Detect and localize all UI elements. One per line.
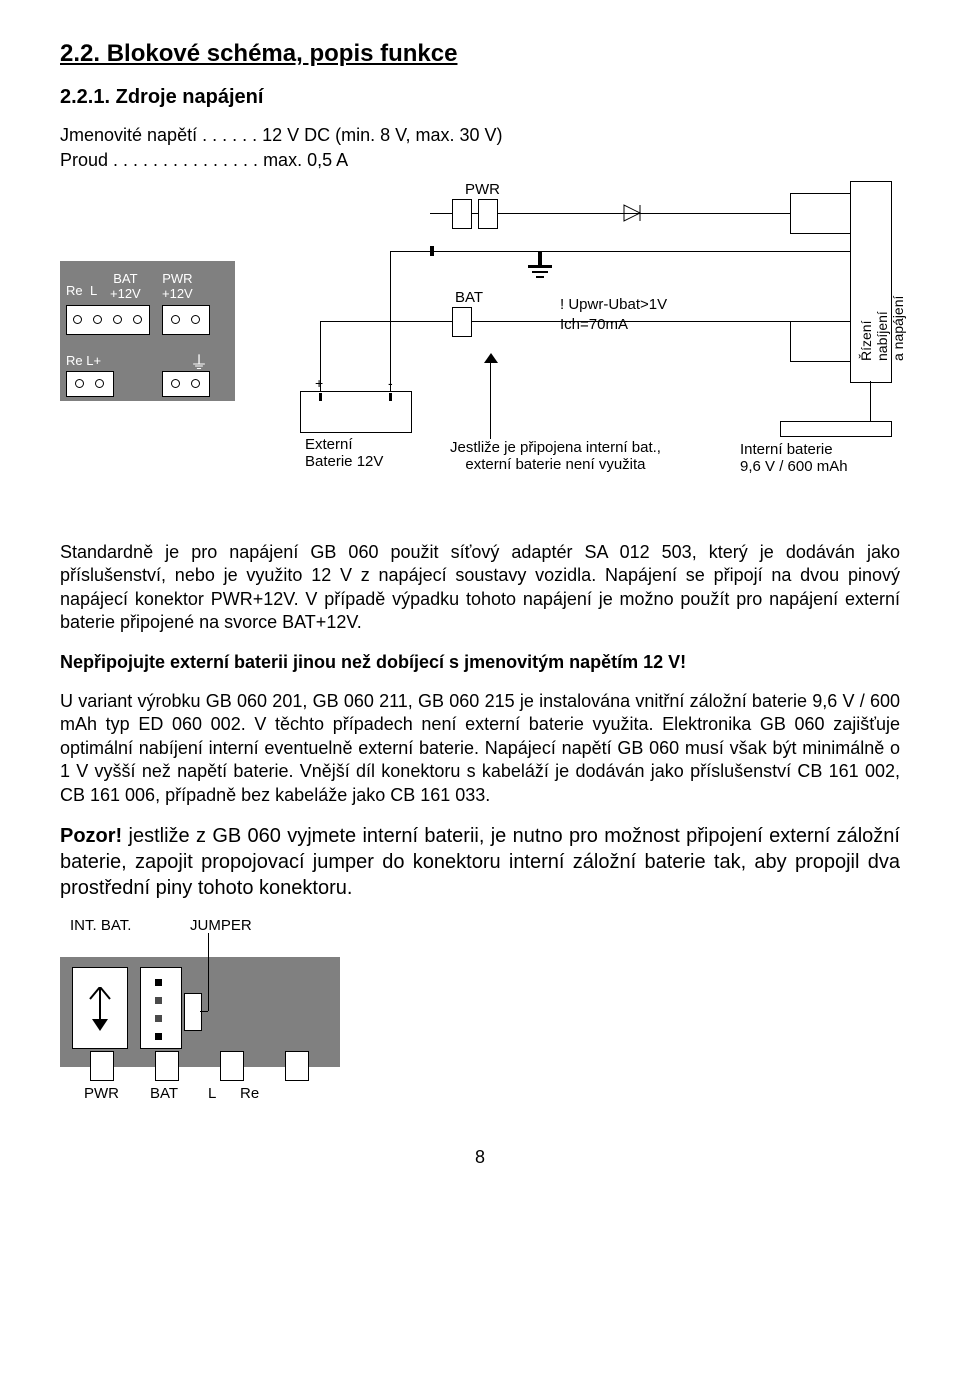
label-re-bot: Re <box>240 1085 259 1102</box>
label-int-battery: Interní baterie 9,6 V / 600 mAh <box>740 441 848 475</box>
block-diagram-main: Re L BAT +12V PWR +12V Re L+ ⏚ PWR <box>60 181 900 521</box>
label-cond2: Ich=70mA <box>560 316 628 333</box>
subsection-heading: 2.2.1. Zdroje napájení <box>60 86 900 109</box>
label-pwr12v: PWR +12V <box>162 271 193 301</box>
label-charge-control: Řízení nabíjení a napájení <box>858 181 906 361</box>
label-l-bot: L <box>208 1085 216 1102</box>
connector-panel: Re L BAT +12V PWR +12V Re L+ ⏚ <box>60 261 235 401</box>
paragraph-2-warning: Nepřipojujte externí baterii jinou než d… <box>60 651 900 674</box>
label-bat: BAT <box>455 289 483 306</box>
page-number: 8 <box>60 1147 900 1168</box>
label-bat12v: BAT +12V <box>110 271 141 301</box>
jumper-diagram: INT. BAT. JUMPER PWR BAT L Re <box>60 917 360 1117</box>
paragraph-4: Pozor! jestliže z GB 060 vyjmete interní… <box>60 823 900 901</box>
label-l: L <box>90 283 97 298</box>
label-pwr: PWR <box>465 181 500 198</box>
label-note: Jestliže je připojena interní bat., exte… <box>450 439 661 473</box>
paragraph-3: U variant výrobku GB 060 201, GB 060 211… <box>60 690 900 807</box>
spec-voltage: Jmenovité napětí . . . . . . 12 V DC (mi… <box>60 125 900 146</box>
diode-icon <box>620 201 650 225</box>
spec-current: Proud . . . . . . . . . . . . . . . max.… <box>60 150 900 171</box>
section-heading: 2.2. Blokové schéma, popis funkce <box>60 40 900 68</box>
label-rel-plus: Re L+ <box>66 353 101 368</box>
paragraph-4-body: jestliže z GB 060 vyjmete interní bateri… <box>60 825 900 899</box>
arrow-up-icon <box>484 353 498 365</box>
label-pwr-bot: PWR <box>84 1085 119 1102</box>
label-bat-bot: BAT <box>150 1085 178 1102</box>
paragraph-1: Standardně je pro napájení GB 060 použit… <box>60 541 900 635</box>
paragraph-4-lead: Pozor! <box>60 825 122 847</box>
arrow-insert-icon <box>88 987 112 1031</box>
label-intbat: INT. BAT. <box>70 917 131 934</box>
label-re: Re <box>66 283 83 298</box>
label-ext-battery: Externí Baterie 12V <box>305 436 383 470</box>
label-cond1: ! Upwr-Ubat>1V <box>560 296 667 313</box>
label-jumper: JUMPER <box>190 917 252 934</box>
